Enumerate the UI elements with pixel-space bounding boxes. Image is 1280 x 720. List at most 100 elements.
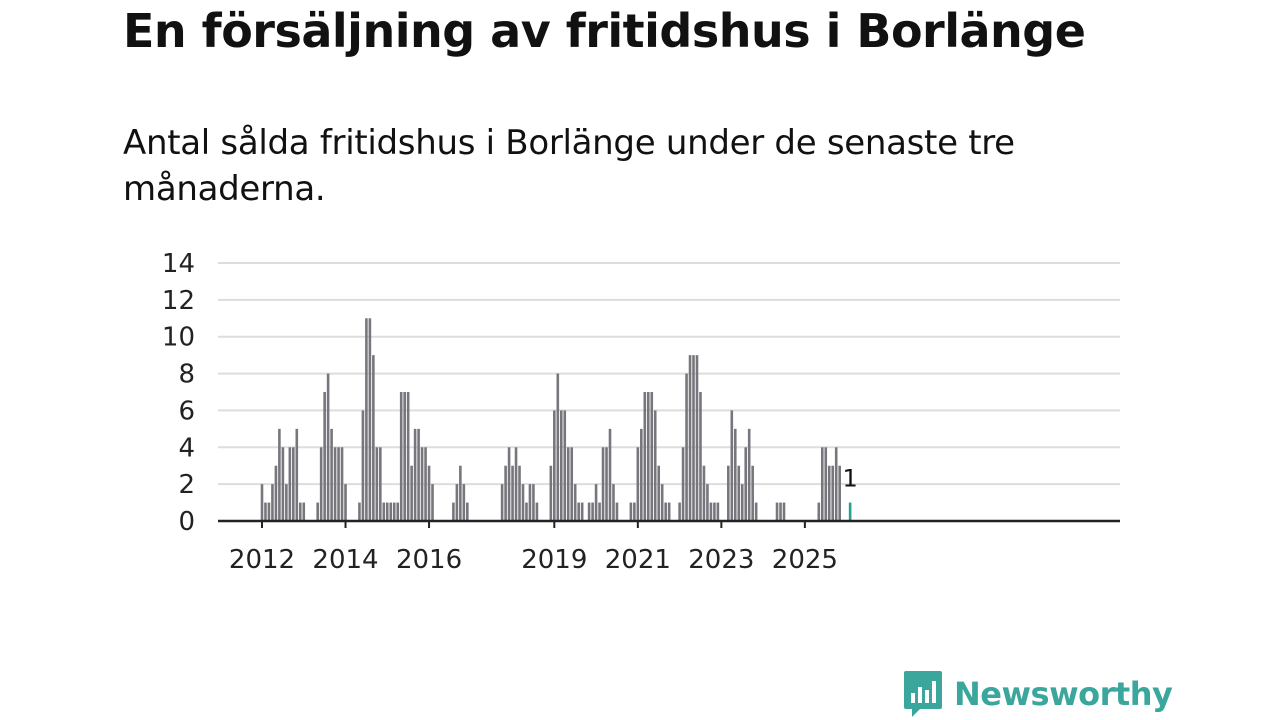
bar bbox=[709, 502, 713, 521]
bar bbox=[831, 465, 835, 521]
y-tick-label: 2 bbox=[178, 470, 195, 500]
chart-title: En försäljning av fritidshus i Borlänge bbox=[123, 4, 1086, 58]
x-tick-label: 2019 bbox=[521, 545, 587, 575]
bar bbox=[452, 502, 455, 521]
bar bbox=[754, 502, 758, 521]
x-tick-label: 2023 bbox=[688, 545, 754, 575]
bar bbox=[827, 465, 831, 521]
bar bbox=[455, 484, 459, 521]
y-tick-label: 6 bbox=[178, 396, 195, 426]
bar bbox=[525, 502, 528, 521]
bar bbox=[399, 392, 403, 521]
bar bbox=[431, 484, 434, 521]
bar bbox=[657, 465, 661, 521]
bar bbox=[382, 502, 386, 521]
bar bbox=[396, 502, 400, 521]
x-axis-ticks: 2012 2014 2016 2019 2021 2023 2025 bbox=[229, 521, 838, 575]
bar bbox=[782, 502, 786, 521]
bar bbox=[605, 447, 608, 521]
bar bbox=[459, 465, 462, 521]
bar-chart: 0 2 4 6 8 10 12 14 2012 2014 2016 2019 2021 2023 2025… bbox=[162, 249, 1120, 575]
bar bbox=[295, 428, 299, 521]
bar bbox=[413, 428, 417, 521]
bar bbox=[462, 484, 466, 521]
bar bbox=[420, 447, 424, 521]
bar bbox=[716, 502, 720, 521]
bar bbox=[577, 502, 580, 521]
bar bbox=[838, 465, 841, 521]
y-tick-label: 14 bbox=[162, 249, 195, 279]
bar bbox=[681, 447, 685, 521]
bar bbox=[549, 465, 553, 521]
bar bbox=[706, 484, 709, 521]
bar bbox=[751, 465, 754, 521]
bar bbox=[365, 318, 368, 521]
bar bbox=[653, 410, 657, 521]
bar bbox=[333, 447, 337, 521]
bar bbox=[692, 355, 695, 521]
bar bbox=[678, 502, 681, 521]
y-axis-ticks: 0 2 4 6 8 10 12 14 bbox=[162, 249, 195, 537]
bar bbox=[747, 428, 751, 521]
bar bbox=[615, 502, 619, 521]
bar bbox=[521, 484, 525, 521]
bar bbox=[392, 502, 396, 521]
bar bbox=[775, 502, 779, 521]
bar bbox=[337, 447, 340, 521]
bar bbox=[514, 447, 518, 521]
bar bbox=[646, 392, 650, 521]
chart-subtitle: Antal sålda fritidshus i Borlänge under … bbox=[123, 123, 1015, 209]
bar bbox=[410, 465, 413, 521]
bar bbox=[403, 392, 406, 521]
bar bbox=[264, 502, 267, 521]
x-tick-label: 2025 bbox=[772, 545, 838, 575]
bar bbox=[511, 465, 514, 521]
bar bbox=[740, 484, 744, 521]
bar bbox=[316, 502, 319, 521]
bar bbox=[820, 447, 824, 521]
bar-latest bbox=[848, 502, 852, 521]
x-tick-label: 2014 bbox=[312, 545, 378, 575]
bar bbox=[274, 465, 278, 521]
bar bbox=[504, 465, 507, 521]
newsworthy-logo: Newsworthy bbox=[902, 668, 1173, 720]
bar bbox=[285, 484, 288, 521]
bar bbox=[278, 428, 281, 521]
bar bbox=[330, 428, 333, 521]
bar bbox=[744, 447, 748, 521]
bar bbox=[587, 502, 591, 521]
bar bbox=[591, 502, 594, 521]
bar bbox=[372, 355, 375, 521]
grid-lines bbox=[218, 262, 1120, 486]
bar bbox=[424, 447, 427, 521]
y-tick-label: 4 bbox=[178, 433, 195, 463]
bar bbox=[358, 502, 361, 521]
bar bbox=[730, 410, 734, 521]
y-tick-label: 0 bbox=[178, 507, 195, 537]
bar bbox=[650, 392, 654, 521]
bar bbox=[368, 318, 372, 521]
y-tick-label: 8 bbox=[178, 360, 195, 390]
bar bbox=[281, 447, 285, 521]
bar bbox=[727, 465, 730, 521]
bar bbox=[406, 392, 410, 521]
bar bbox=[817, 502, 821, 521]
bar bbox=[375, 447, 379, 521]
bar bbox=[612, 484, 615, 521]
bar bbox=[292, 447, 295, 521]
bar bbox=[702, 465, 706, 521]
bar bbox=[267, 502, 271, 521]
bar bbox=[298, 502, 302, 521]
bar bbox=[563, 410, 567, 521]
bar bbox=[713, 502, 716, 521]
bar bbox=[260, 484, 264, 521]
bar bbox=[664, 502, 667, 521]
bar bbox=[326, 373, 330, 521]
bar bbox=[580, 502, 584, 521]
bar bbox=[518, 465, 521, 521]
x-tick-label: 2016 bbox=[396, 545, 462, 575]
bar bbox=[566, 447, 570, 521]
bar bbox=[535, 502, 539, 521]
bar bbox=[559, 410, 563, 521]
bar bbox=[667, 502, 671, 521]
